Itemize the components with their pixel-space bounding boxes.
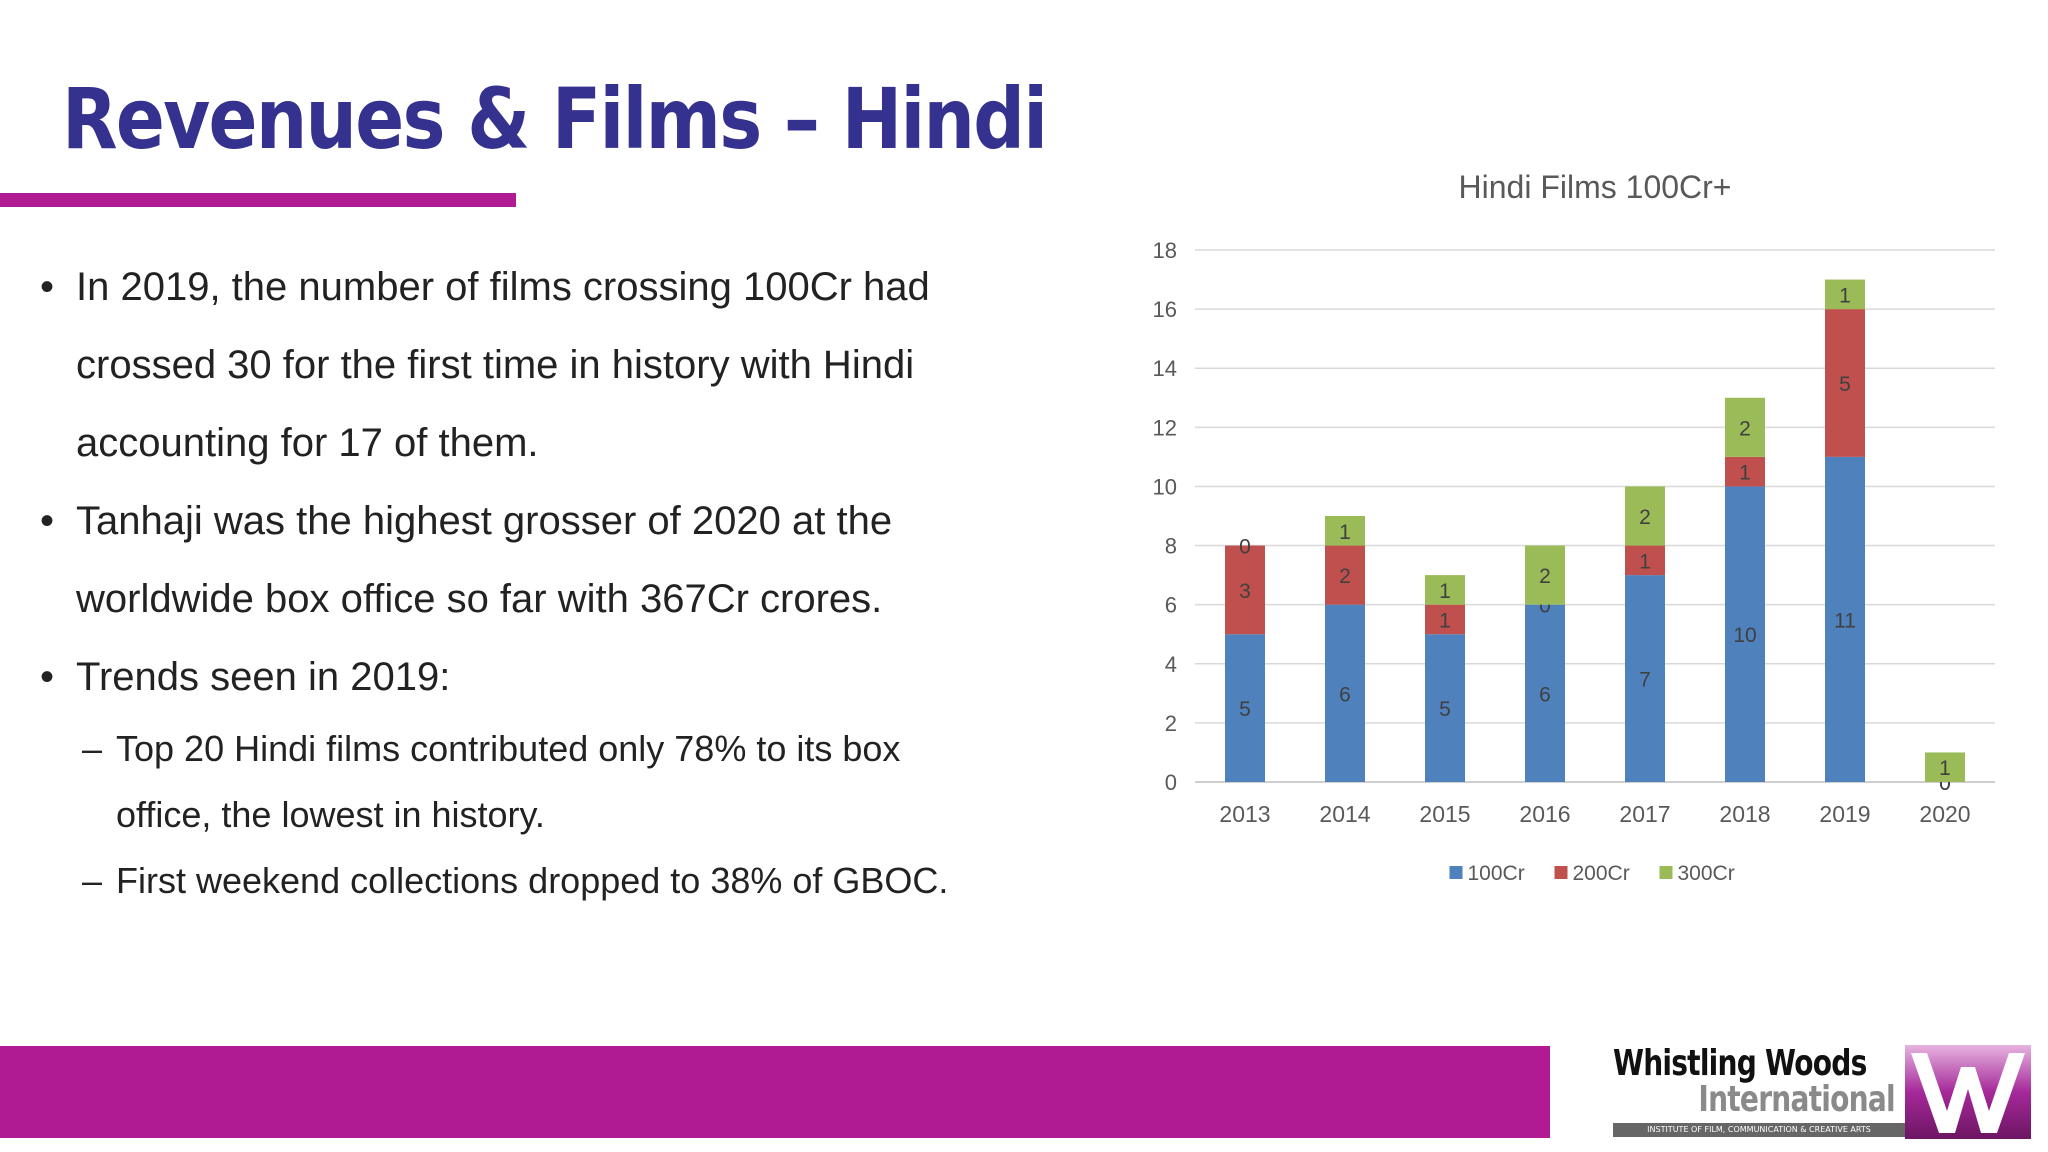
bar-segment: [1825, 279, 1865, 310]
data-label: 5: [1239, 698, 1251, 721]
x-tick-label: 2020: [1919, 801, 1970, 827]
data-label: 1: [1339, 521, 1351, 544]
data-label: 2: [1539, 565, 1551, 588]
bar-segment: [1525, 604, 1565, 782]
bullet-dash-icon: –: [82, 860, 103, 901]
bar-segment: [1425, 634, 1465, 782]
sub-bullet-continuation: office, the lowest in history.: [116, 794, 545, 835]
x-tick-label: 2018: [1719, 801, 1770, 827]
bullet-dash-icon: –: [82, 728, 103, 769]
data-label: 1: [1439, 609, 1451, 632]
bar-segment: [1725, 456, 1765, 487]
x-tick-label: 2015: [1419, 801, 1470, 827]
y-tick-label: 14: [1153, 356, 1177, 381]
bullet-continuation: worldwide box office so far with 367Cr c…: [76, 577, 883, 621]
chart-title: Hindi Films 100Cr+: [1459, 169, 1732, 205]
bar-segment: [1325, 516, 1365, 546]
y-tick-label: 6: [1165, 593, 1177, 618]
data-label: 0: [1539, 595, 1551, 618]
bar-segment: [1625, 545, 1665, 576]
bullet-continuation: crossed 30 for the first time in history…: [76, 343, 915, 387]
bullet-continuation: accounting for 17 of them.: [76, 421, 539, 465]
data-label: 0: [1939, 772, 1951, 795]
legend-label: 200Cr: [1573, 862, 1630, 885]
data-label: 3: [1239, 580, 1251, 603]
data-label: 0: [1239, 536, 1251, 559]
legend-label: 100Cr: [1468, 862, 1525, 885]
bar-segment: [1925, 752, 1965, 782]
legend-swatch: [1659, 866, 1673, 879]
bar-segment: [1825, 456, 1865, 782]
bullet-item: • Trends seen in 2019:: [40, 638, 1060, 716]
data-label: 2: [1739, 417, 1751, 440]
bar-segment: [1425, 604, 1465, 635]
bullet-dot-icon: •: [40, 499, 55, 543]
logo-tagline: INSTITUTE OF FILM, COMMUNICATION & CREAT…: [1613, 1123, 1905, 1137]
sub-bullet-item: – First weekend collections dropped to 38…: [40, 848, 1060, 914]
data-label: 0: [1939, 772, 1951, 795]
data-label: 1: [1739, 462, 1751, 485]
y-tick-label: 10: [1153, 474, 1177, 499]
data-label: 10: [1733, 624, 1756, 647]
y-tick-label: 8: [1165, 534, 1177, 559]
y-tick-label: 4: [1165, 652, 1177, 677]
bullet-item: • Tanhaji was the highest grosser of 2020…: [40, 482, 1060, 560]
y-tick-label: 0: [1165, 770, 1177, 795]
data-label: 7: [1639, 669, 1651, 692]
data-label: 1: [1939, 757, 1951, 780]
footer-bar: [0, 1046, 1550, 1138]
data-label: 6: [1339, 683, 1351, 706]
bullet-dot-icon: •: [40, 265, 55, 309]
data-label: 1: [1639, 550, 1651, 573]
data-label: 5: [1839, 373, 1851, 396]
y-tick-label: 12: [1153, 415, 1177, 440]
x-tick-label: 2017: [1619, 801, 1670, 827]
data-label: 1: [1839, 284, 1851, 307]
bar-segment: [1825, 309, 1865, 457]
y-tick-label: 2: [1165, 711, 1177, 736]
legend-swatch: [1554, 866, 1568, 879]
bar-segment: [1425, 575, 1465, 605]
logo-line-2: International: [1698, 1079, 1896, 1120]
logo-line-1: Whistling Woods: [1613, 1043, 1867, 1084]
bar-segment: [1725, 486, 1765, 782]
y-tick-label: 18: [1153, 238, 1177, 263]
bullet-list: • In 2019, the number of films crossing 1…: [40, 248, 1060, 914]
x-tick-label: 2014: [1319, 801, 1370, 827]
bar-segment: [1625, 575, 1665, 782]
bar-segment: [1225, 545, 1265, 635]
x-tick-label: 2019: [1819, 801, 1870, 827]
y-tick-label: 16: [1153, 297, 1177, 322]
data-label: 11: [1834, 609, 1856, 632]
title-underline: [0, 193, 516, 207]
bar-segment: [1225, 634, 1265, 782]
bar-segment: [1325, 545, 1365, 605]
bar-segment: [1625, 486, 1665, 546]
data-label: 6: [1539, 683, 1551, 706]
bar-segment: [1525, 545, 1565, 605]
bar-segment: [1325, 604, 1365, 782]
sub-bullet-item: – Top 20 Hindi films contributed only 78%…: [40, 716, 1060, 782]
legend-label: 300Cr: [1678, 862, 1735, 885]
data-label: 2: [1339, 565, 1351, 588]
chart-svg: Hindi Films 100Cr+0246810121416185302013…: [1153, 169, 1995, 885]
whistling-woods-logo: Whistling Woods International INSTITUTE …: [1605, 1043, 2035, 1143]
x-tick-label: 2013: [1219, 801, 1270, 827]
x-tick-label: 2016: [1519, 801, 1570, 827]
bullet-item: • In 2019, the number of films crossing 1…: [40, 248, 1060, 326]
data-label: 2: [1639, 506, 1651, 529]
stacked-bar-chart: Hindi Films 100Cr+ 0 2 4 6 8 10 12 14 16 18 5 3 0 2013…: [1110, 160, 2010, 920]
bar-segment: [1725, 397, 1765, 457]
data-label: 1: [1439, 580, 1451, 603]
data-label: 5: [1439, 698, 1451, 721]
bullet-dot-icon: •: [40, 655, 55, 699]
logo-w-mark-icon: [1905, 1045, 2031, 1139]
slide-title: Revenues & Films – Hindi: [62, 70, 1048, 168]
legend-swatch: [1449, 866, 1463, 879]
